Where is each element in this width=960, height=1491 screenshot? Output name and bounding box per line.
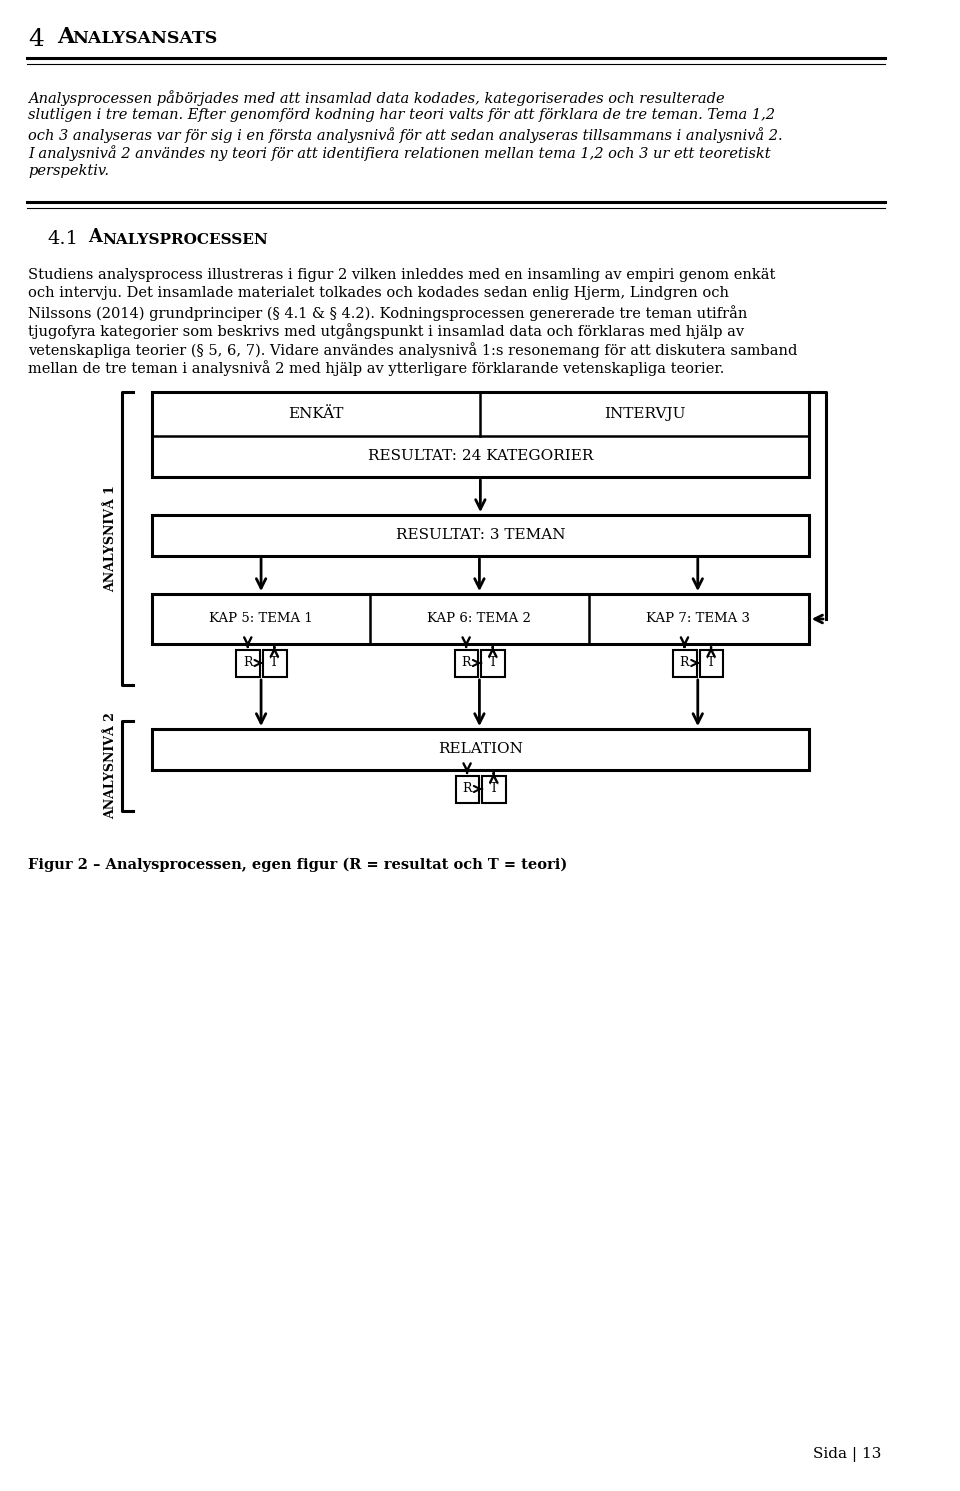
- Text: RELATION: RELATION: [438, 743, 523, 756]
- Bar: [482, 775, 506, 804]
- Bar: [152, 593, 809, 644]
- Text: vetenskapliga teorier (§ 5, 6, 7). Vidare användes analysnivå 1:s resonemang för: vetenskapliga teorier (§ 5, 6, 7). Vidar…: [29, 341, 798, 358]
- Bar: [455, 650, 478, 677]
- Text: T: T: [270, 656, 278, 669]
- Text: Analysprocessen påbörjades med att insamlad data kodades, kategoriserades och re: Analysprocessen påbörjades med att insam…: [29, 89, 725, 106]
- Text: och 3 analyseras var för sig i en första analysnivå för att sedan analyseras til: och 3 analyseras var för sig i en första…: [29, 127, 783, 143]
- Text: KAP 7: TEMA 3: KAP 7: TEMA 3: [646, 613, 750, 626]
- Bar: [673, 650, 697, 677]
- Text: R: R: [680, 656, 689, 669]
- Text: RESULTAT: 3 TEMAN: RESULTAT: 3 TEMAN: [396, 528, 565, 543]
- Text: KAP 5: TEMA 1: KAP 5: TEMA 1: [209, 613, 313, 626]
- Text: A: A: [57, 25, 74, 48]
- Text: 4.1: 4.1: [47, 230, 79, 248]
- Text: perspektiv.: perspektiv.: [29, 164, 109, 177]
- Text: T: T: [490, 783, 498, 796]
- Bar: [152, 514, 809, 556]
- Text: och intervju. Det insamlade materialet tolkades och kodades sedan enlig Hjerm, L: och intervju. Det insamlade materialet t…: [29, 286, 730, 301]
- Text: Sida | 13: Sida | 13: [812, 1446, 881, 1463]
- Text: R: R: [463, 783, 471, 796]
- Text: T: T: [707, 656, 715, 669]
- Text: 4: 4: [29, 28, 44, 51]
- Text: NALYSANSATS: NALYSANSATS: [72, 30, 217, 48]
- Text: slutligen i tre teman. Efter genomförd kodning har teori valts för att förklara : slutligen i tre teman. Efter genomförd k…: [29, 109, 776, 122]
- Text: R: R: [462, 656, 471, 669]
- Text: A: A: [88, 228, 103, 246]
- Text: Nilssons (2014) grundprinciper (§ 4.1 & § 4.2). Kodningsprocessen genererade tre: Nilssons (2014) grundprinciper (§ 4.1 & …: [29, 306, 748, 321]
- Text: I analysnivå 2 användes ny teori för att identifiera relationen mellan tema 1,2 : I analysnivå 2 användes ny teori för att…: [29, 146, 771, 161]
- Text: NALYSPROCESSEN: NALYSPROCESSEN: [103, 233, 268, 248]
- Text: ENKÄT: ENKÄT: [288, 407, 344, 420]
- Bar: [152, 392, 809, 477]
- Text: KAP 6: TEMA 2: KAP 6: TEMA 2: [427, 613, 531, 626]
- Bar: [152, 729, 809, 769]
- Text: Figur 2 – Analysprocessen, egen figur (R = resultat och T = teori): Figur 2 – Analysprocessen, egen figur (R…: [29, 857, 567, 872]
- Text: mellan de tre teman i analysnivå 2 med hjälp av ytterligare förklarande vetenska: mellan de tre teman i analysnivå 2 med h…: [29, 361, 725, 376]
- Text: tjugofyra kategorier som beskrivs med utgångspunkt i insamlad data och förklaras: tjugofyra kategorier som beskrivs med ut…: [29, 324, 745, 340]
- Text: R: R: [243, 656, 252, 669]
- Bar: [263, 650, 287, 677]
- Bar: [481, 650, 505, 677]
- Text: ANALYSNIVÅ 2: ANALYSNIVÅ 2: [104, 713, 116, 820]
- Bar: [700, 650, 724, 677]
- Text: T: T: [489, 656, 497, 669]
- Text: RESULTAT: 24 KATEGORIER: RESULTAT: 24 KATEGORIER: [368, 449, 593, 464]
- Text: Studiens analysprocess illustreras i figur 2 vilken inleddes med en insamling av: Studiens analysprocess illustreras i fig…: [29, 268, 776, 282]
- Bar: [456, 775, 479, 804]
- Text: INTERVJU: INTERVJU: [604, 407, 685, 420]
- Text: ANALYSNIVÅ 1: ANALYSNIVÅ 1: [104, 485, 116, 592]
- Bar: [236, 650, 260, 677]
